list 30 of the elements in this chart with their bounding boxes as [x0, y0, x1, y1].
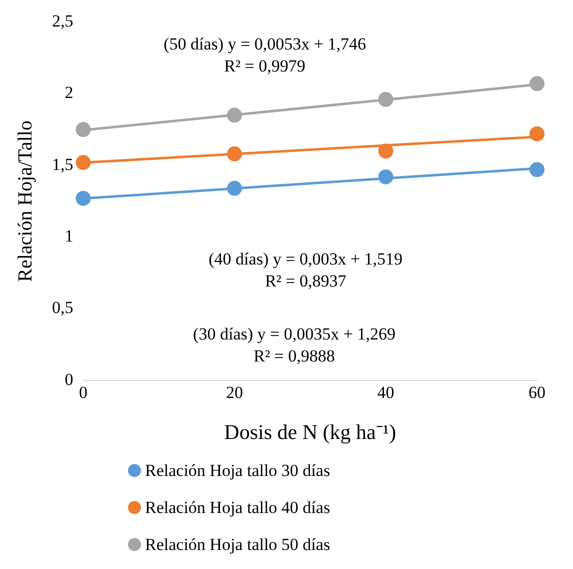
y-tick-label: 0: [64, 370, 74, 389]
legend-label: Relación Hoja tallo 30 días: [145, 460, 330, 480]
point: [378, 144, 394, 159]
x-tick-label: 40: [377, 383, 394, 402]
annotation: (30 días) y = 0,0035x + 1,269 R² = 0,9888: [193, 324, 396, 366]
x-tick-label: 20: [226, 383, 243, 402]
point: [76, 154, 91, 170]
annotation: (40 días) y = 0,003x + 1,519 R² = 0,8937: [208, 249, 403, 290]
x-axis-title: Dosis de N (kg ha⁻¹): [224, 420, 396, 444]
annotation: (50 días) y = 0,0053x + 1,746 R² = 0,9979: [164, 34, 366, 76]
point: [530, 162, 544, 178]
x-tick-label: 0: [79, 383, 88, 402]
legend-label: Relación Hoja tallo 50 días: [145, 534, 330, 554]
x-tick-label: 60: [528, 383, 546, 402]
legend-label: Relación Hoja tallo 40 días: [145, 498, 330, 518]
point: [227, 108, 242, 123]
point: [378, 92, 394, 107]
y-tick-label: 1,5: [52, 154, 74, 174]
point: [378, 169, 394, 184]
point: [530, 76, 544, 92]
y-tick-label: 2: [64, 83, 74, 102]
point: [530, 126, 544, 142]
point: [76, 190, 91, 206]
y-tick-label: 1: [64, 226, 74, 246]
point: [76, 122, 91, 138]
point: [227, 180, 242, 196]
y-tick-label: 0,5: [52, 298, 74, 318]
y-axis-title: Relación Hoja/Tallo: [14, 120, 36, 282]
point: [227, 146, 242, 162]
y-tick-label: 2,5: [52, 11, 74, 30]
